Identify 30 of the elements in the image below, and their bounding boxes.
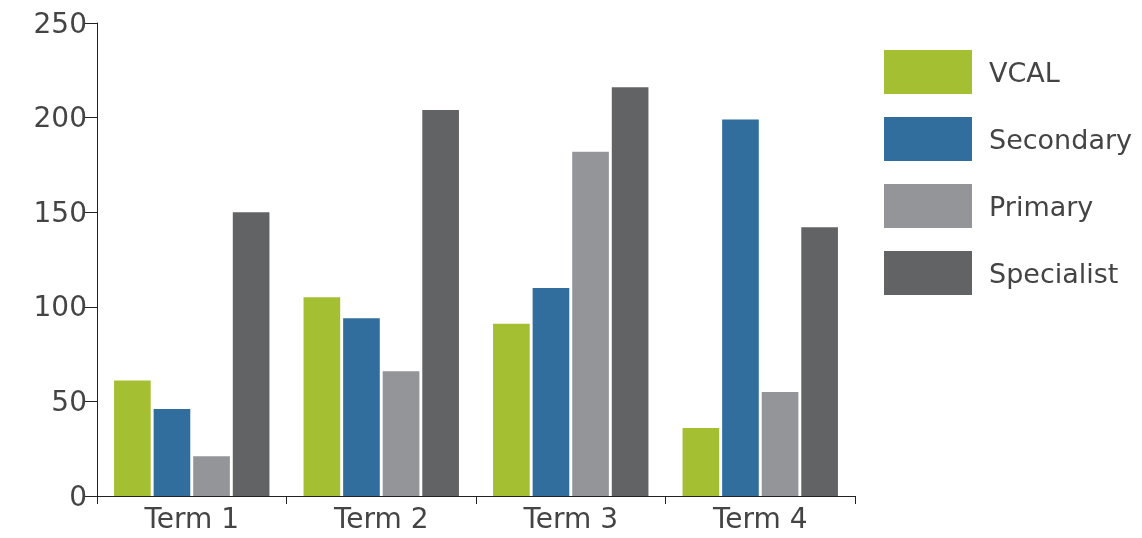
bar: [193, 456, 230, 496]
bar: [682, 427, 720, 496]
y-tick-label: 50: [51, 384, 87, 418]
y-tick-label: 200: [33, 101, 87, 135]
bar: [761, 391, 799, 496]
y-tick-label: 100: [33, 290, 87, 324]
bar: [611, 87, 649, 496]
y-tick-label: 150: [33, 195, 87, 229]
bar: [343, 318, 380, 496]
y-tick-label: 0: [69, 479, 87, 513]
legend-label: Secondary: [989, 123, 1133, 155]
x-tick-label: Term 3: [522, 501, 619, 535]
x-tick-label: Term 4: [711, 501, 808, 535]
bar: [572, 151, 609, 496]
legend-label: Primary: [989, 190, 1094, 222]
bar: [153, 408, 191, 496]
legend-label: Specialist: [989, 257, 1119, 289]
bar: [232, 212, 270, 496]
y-tick-label: 250: [33, 6, 87, 40]
bar: [114, 380, 151, 496]
bar: [801, 227, 838, 496]
bar: [532, 287, 570, 496]
bar: [722, 119, 759, 496]
bar: [422, 110, 459, 496]
bar: [493, 323, 530, 496]
x-tick-label: Term 1: [143, 501, 240, 535]
bar: [382, 371, 420, 496]
x-tick-label: Term 2: [332, 501, 429, 535]
legend-label: VCAL: [989, 56, 1060, 88]
bar: [303, 297, 341, 496]
